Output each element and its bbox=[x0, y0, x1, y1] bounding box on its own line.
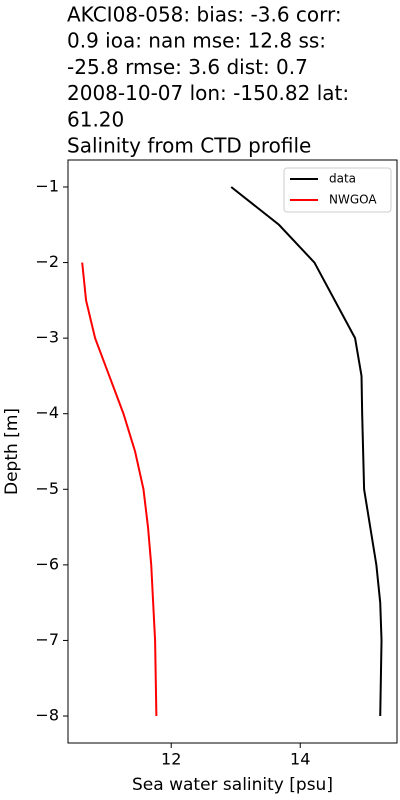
y-tick-label: −1 bbox=[35, 176, 59, 195]
legend-label: data bbox=[329, 172, 356, 186]
y-tick-label: −5 bbox=[35, 479, 59, 498]
x-tick-label: 14 bbox=[290, 750, 310, 769]
y-tick-label: −4 bbox=[35, 403, 59, 422]
series-line bbox=[230, 186, 383, 717]
y-tick-label: −3 bbox=[35, 328, 59, 347]
x-axis-label: Sea water salinity [psu] bbox=[132, 775, 333, 795]
chart-title: AKCI08-058: bias: -3.6 corr: bbox=[67, 3, 342, 27]
series-line bbox=[81, 262, 158, 717]
y-tick-label: −8 bbox=[35, 706, 59, 725]
chart-title: 61.20 bbox=[67, 107, 124, 131]
y-tick-label: −2 bbox=[35, 252, 59, 271]
legend-label: NWGOA bbox=[329, 193, 377, 207]
y-tick-label: −7 bbox=[35, 630, 59, 649]
chart-title: Salinity from CTD profile bbox=[67, 134, 311, 158]
chart-title: -25.8 rmse: 3.6 dist: 0.7 bbox=[67, 55, 308, 79]
plot-frame bbox=[67, 159, 398, 744]
y-axis-label: Depth [m] bbox=[2, 408, 22, 495]
x-tick-label: 12 bbox=[161, 750, 181, 769]
chart-title: 2008-10-07 lon: -150.82 lat: bbox=[67, 81, 349, 105]
chart-title: 0.9 ioa: nan mse: 12.8 ss: bbox=[67, 29, 326, 53]
y-tick-label: −6 bbox=[35, 554, 59, 573]
